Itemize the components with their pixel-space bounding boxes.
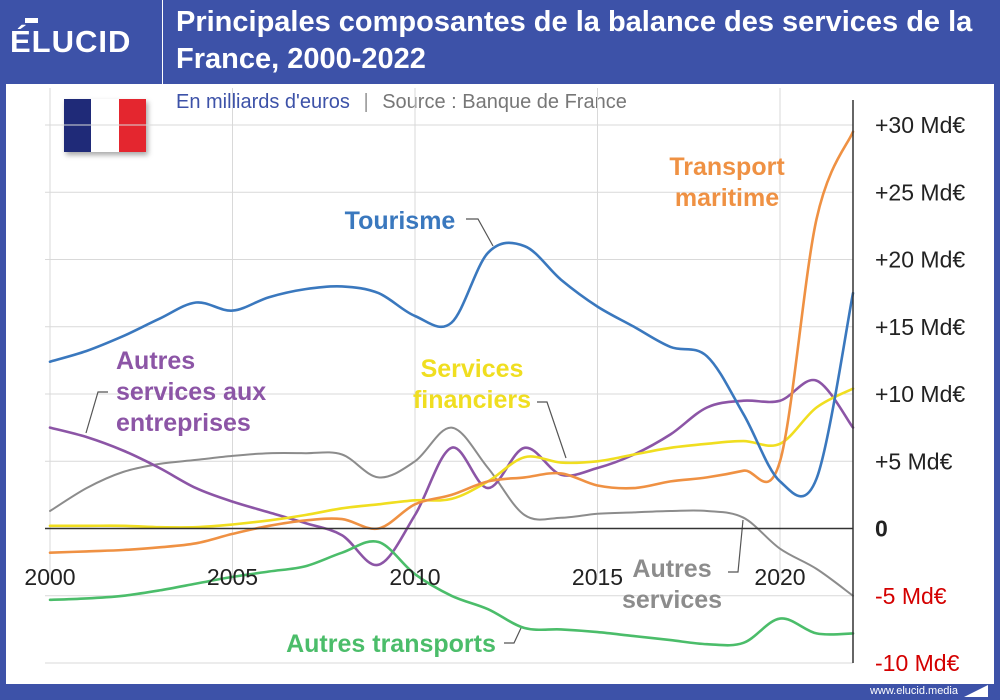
- y-tick-label: -5 Md€: [875, 583, 947, 609]
- footer-url[interactable]: www.elucid.media: [869, 685, 958, 697]
- y-tick-label: +5 Md€: [875, 448, 953, 474]
- y-tick-label: +20 Md€: [875, 247, 965, 273]
- series-label-line: Autres transports: [286, 630, 496, 658]
- chart-subtitle: En milliards d'euros | Source : Banque d…: [176, 89, 627, 115]
- series-labels: Tourisme Transport maritime Services financi…: [116, 153, 785, 658]
- y-tick-label: +10 Md€: [875, 381, 965, 407]
- elucid-mark-icon: [964, 685, 988, 697]
- brand-logo-text: ÉLUCID: [10, 24, 132, 59]
- series-label-line: Transport: [669, 153, 785, 181]
- series-label-line: services: [622, 586, 722, 614]
- series-label-autres-services: Autres services: [622, 555, 722, 614]
- series-label-line: entreprises: [116, 409, 251, 437]
- leader-line-autres-transports: [504, 627, 522, 644]
- y-tick-label: -10 Md€: [875, 650, 960, 676]
- logo-accent-mark: [25, 18, 38, 23]
- leader-line-services-financiers: [537, 401, 567, 459]
- source-label: Source : Banque de France: [382, 91, 627, 113]
- series-line-autres-services: [49, 426, 854, 597]
- chart-panel: [6, 84, 994, 684]
- axes: +30 Md€ +25 Md€ +20 Md€ +15 Md€ +10 Md€ +5 Md…: [24, 100, 965, 676]
- series-label-line: Autres: [632, 555, 711, 583]
- series-line-autres-transports: [48, 539, 855, 647]
- leader-line-tourisme: [466, 218, 494, 247]
- chart-title: Principales composantes de la balance de…: [176, 6, 973, 75]
- series-line-services-financiers: [48, 387, 855, 529]
- series-label-line: services aux: [116, 378, 266, 406]
- brand-logo: ÉLUCID: [10, 18, 155, 62]
- series-label-line: Tourisme: [345, 207, 456, 235]
- y-tick-label: +30 Md€: [875, 112, 965, 138]
- y-tick-label: +25 Md€: [875, 179, 965, 205]
- y-tick-label: +15 Md€: [875, 314, 965, 340]
- series-label-line: maritime: [675, 184, 779, 212]
- series-label-line: Services: [421, 355, 524, 383]
- subtitle-separator: |: [363, 91, 369, 113]
- label-leaders: [85, 218, 744, 644]
- header-divider: [162, 0, 163, 84]
- series-label-line: financiers: [413, 386, 531, 414]
- series-label-tourisme: Tourisme: [345, 207, 456, 235]
- series-label-transport-maritime: Transport maritime: [669, 153, 785, 212]
- unit-label: En milliards d'euros: [176, 91, 350, 113]
- x-tick-label: 2020: [754, 564, 805, 590]
- series-line-tourisme: [48, 241, 855, 498]
- series-label-services-financiers: Services financiers: [413, 355, 531, 414]
- x-tick-label: 2015: [572, 564, 623, 590]
- x-tick-label: 2000: [24, 564, 75, 590]
- series-line-autres-services-aux-entreprises: [48, 378, 855, 567]
- series-line-transport-maritime: [48, 130, 855, 554]
- leader-line-autres-services-aux-entreprises: [85, 391, 108, 434]
- series-label-autres-transports: Autres transports: [286, 630, 496, 658]
- series-label-line: Autres: [116, 347, 195, 375]
- x-tick-label: 2005: [207, 564, 258, 590]
- header: ÉLUCID Principales composantes de la bal…: [0, 0, 1000, 84]
- x-tick-label: 2010: [389, 564, 440, 590]
- series-label-autres-services-aux-entreprises: Autres services aux entreprises: [116, 347, 266, 437]
- y-tick-label: 0: [875, 516, 888, 542]
- series-lines: [48, 130, 855, 647]
- leader-line-autres-services: [728, 519, 744, 573]
